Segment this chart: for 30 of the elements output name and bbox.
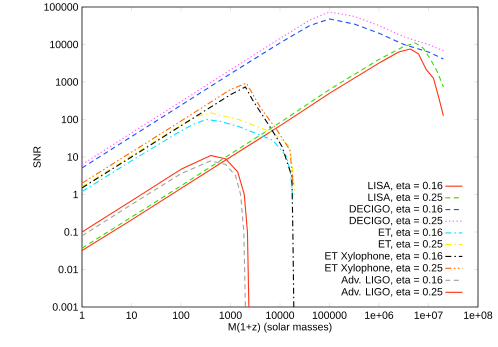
legend-label: ET Xylophone, eta = 0.25 bbox=[325, 264, 442, 274]
legend-label: ET Xylophone, eta = 0.16 bbox=[325, 252, 442, 262]
legend-label: DECIGO, eta = 0.16 bbox=[350, 205, 442, 214]
x-tick-label: 1e+08 bbox=[464, 312, 492, 319]
x-tick-label: 1 bbox=[80, 312, 84, 319]
y-tick-label: 1 bbox=[73, 190, 78, 198]
y-tick-label: 1000 bbox=[56, 78, 78, 86]
x-axis-title: M(1+z) (solar masses) bbox=[228, 322, 332, 333]
y-tick-label: 10 bbox=[68, 153, 78, 161]
x-tick-label: 10 bbox=[126, 312, 137, 319]
legend-label: ET, eta = 0.25 bbox=[378, 240, 442, 249]
y-tick-label: 0.001 bbox=[52, 303, 78, 311]
x-tick-label: 1e+07 bbox=[414, 312, 443, 319]
x-tick-label: 10000 bbox=[266, 312, 294, 319]
legend-label: DECIGO, eta = 0.25 bbox=[350, 216, 442, 226]
y-tick-label: 100 bbox=[62, 116, 78, 124]
x-tick-label: 100000 bbox=[312, 312, 347, 319]
legend-label: ET, eta = 0.16 bbox=[378, 228, 442, 238]
x-tick-label: 100 bbox=[173, 312, 190, 319]
legend-label: Adv. LIGO, eta = 0.25 bbox=[341, 288, 442, 297]
y-tick-label: 0.1 bbox=[64, 228, 78, 236]
x-tick-label: 1000 bbox=[220, 312, 242, 319]
y-tick-label: 0.01 bbox=[58, 266, 78, 274]
y-tick-label: 100000 bbox=[44, 3, 78, 11]
y-tick-label: 10000 bbox=[50, 40, 78, 48]
legend-label: LISA, eta = 0.16 bbox=[368, 182, 442, 190]
legend-label: LISA, eta = 0.25 bbox=[368, 193, 442, 202]
legend-label: Adv. LIGO, eta = 0.16 bbox=[341, 276, 442, 285]
y-axis-title: SNR bbox=[33, 146, 41, 168]
x-tick-label: 1e+06 bbox=[365, 312, 394, 319]
